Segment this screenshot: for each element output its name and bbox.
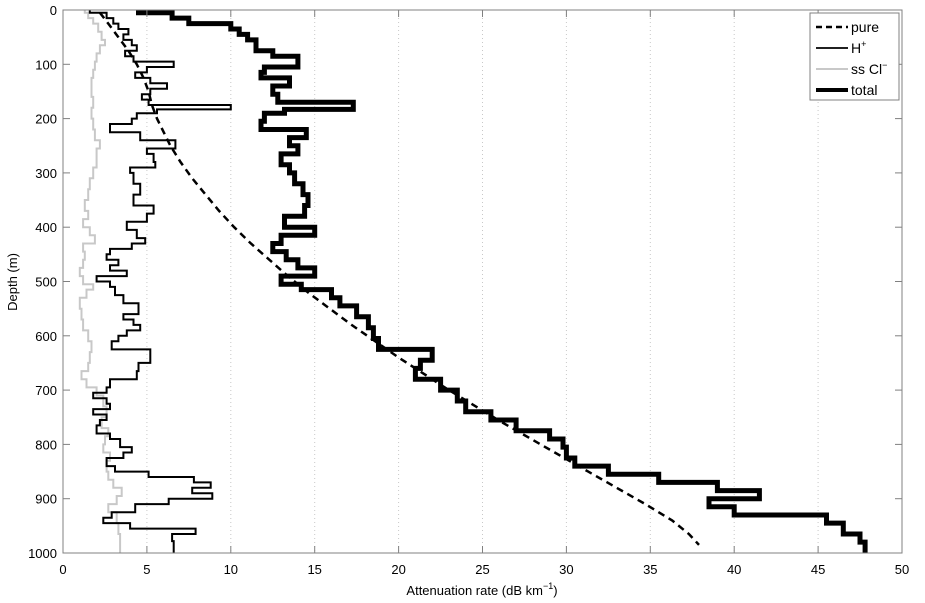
x-tick-label: 45	[811, 562, 825, 577]
x-axis-label: Attenuation rate (dB km−1)	[406, 581, 557, 598]
legend-label-ss-cl: ss Cl−	[851, 60, 887, 77]
legend-box	[809, 12, 900, 101]
y-tick-label: 1000	[28, 546, 57, 561]
plot-frame	[62, 9, 903, 554]
legend-label-pure: pure	[851, 19, 879, 35]
x-tick-label: 0	[59, 562, 66, 577]
legend-label-h-plus: H+	[851, 39, 866, 56]
y-tick-label: 300	[35, 166, 57, 181]
legend: pure H+ ss Cl− total	[809, 12, 900, 101]
y-axis-label: Depth (m)	[5, 253, 20, 311]
y-tick-label: 200	[35, 112, 57, 127]
plot-series	[78, 10, 868, 553]
y-tick-label: 100	[35, 57, 57, 72]
x-tick-label: 15	[307, 562, 321, 577]
series-h--line	[88, 10, 232, 553]
y-tick-label: 900	[35, 492, 57, 507]
y-tick-label: 400	[35, 220, 57, 235]
axis-ticks	[62, 9, 903, 554]
x-tick-label: 35	[643, 562, 657, 577]
x-tick-label: 20	[391, 562, 405, 577]
x-tick-label: 30	[559, 562, 573, 577]
y-tick-label: 800	[35, 437, 57, 452]
y-tick-labels: 0 100 200 300 400 500 600 700 800 900 1000	[28, 3, 57, 561]
x-tick-label: 40	[727, 562, 741, 577]
x-tick-label: 25	[475, 562, 489, 577]
series-pure-line	[98, 11, 700, 546]
x-tick-label: 5	[143, 562, 150, 577]
x-tick-label: 10	[224, 562, 238, 577]
series-total-line	[136, 10, 868, 553]
y-tick-label: 600	[35, 329, 57, 344]
vertical-gridlines	[146, 10, 819, 553]
y-tick-label: 500	[35, 275, 57, 290]
y-tick-label: 700	[35, 383, 57, 398]
y-tick-label: 0	[50, 3, 57, 18]
x-tick-labels: 0 5 10 15 20 25 30 35 40 45 50	[59, 562, 909, 577]
x-tick-label: 50	[895, 562, 909, 577]
series-ss-cl--line	[78, 10, 123, 553]
legend-label-total: total	[851, 82, 877, 98]
